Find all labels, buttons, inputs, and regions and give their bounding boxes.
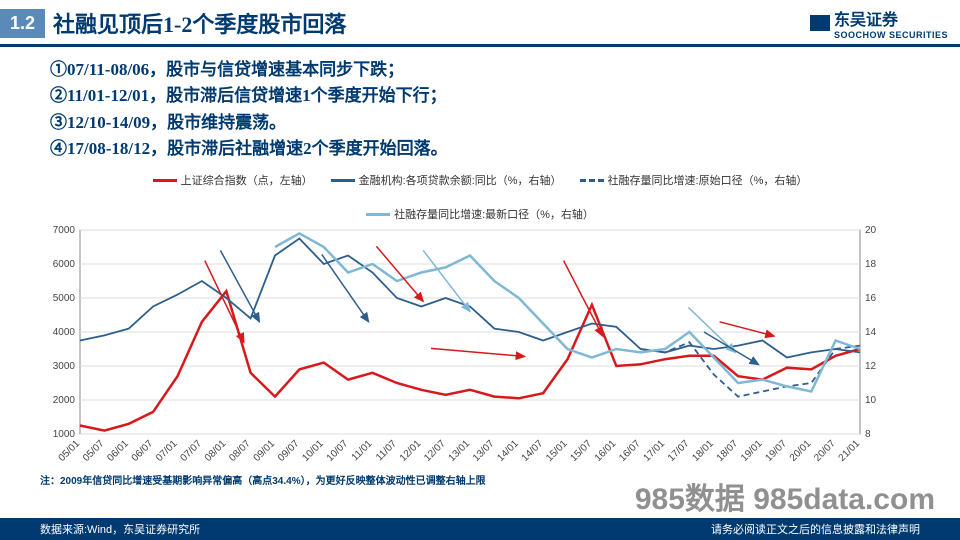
legend-label: 金融机构:各项贷款余额:同比（%，右轴）: [359, 172, 562, 188]
svg-text:7000: 7000: [53, 225, 76, 236]
svg-text:14/07: 14/07: [520, 438, 546, 464]
bullet-item: ②11/01-12/01，股市滞后信贷增速1个季度开始下行；: [50, 83, 920, 109]
svg-text:13/01: 13/01: [447, 438, 473, 464]
bullet-item: ③12/10-14/09，股市维持震荡。: [50, 110, 920, 136]
svg-text:07/01: 07/01: [154, 438, 180, 464]
svg-text:09/01: 09/01: [252, 438, 278, 464]
bullet-item: ①07/11-08/06，股市与信贷增速基本同步下跌；: [50, 57, 920, 83]
svg-text:5000: 5000: [53, 293, 76, 304]
svg-text:05/01: 05/01: [57, 438, 83, 464]
svg-text:16: 16: [865, 293, 877, 304]
svg-text:11/07: 11/07: [374, 438, 399, 463]
footer-disclaimer: 请务必阅读正文之后的信息披露和法律声明: [711, 521, 920, 537]
legend-swatch: [153, 179, 177, 182]
svg-text:14/01: 14/01: [495, 438, 521, 464]
svg-text:11/01: 11/01: [350, 438, 375, 463]
slide-footer: 数据来源:Wind，东吴证券研究所 请务必阅读正文之后的信息披露和法律声明: [0, 518, 960, 540]
logo-icon: [810, 15, 830, 31]
svg-text:09/07: 09/07: [276, 438, 302, 464]
svg-text:10/07: 10/07: [325, 438, 351, 464]
svg-text:18/07: 18/07: [715, 438, 741, 464]
svg-text:17/07: 17/07: [666, 438, 692, 464]
svg-text:15/01: 15/01: [544, 438, 570, 464]
svg-text:07/07: 07/07: [179, 438, 205, 464]
legend-label: 社融存量同比增速:最新口径（%，右轴）: [394, 206, 594, 222]
svg-text:12/01: 12/01: [398, 438, 424, 464]
chart-legend: 上证综合指数（点，左轴） 金融机构:各项贷款余额:同比（%，右轴） 社融存量同比增速…: [40, 170, 920, 224]
svg-text:18: 18: [865, 259, 877, 270]
svg-text:14: 14: [865, 327, 877, 338]
bullet-item: ④17/08-18/12，股市滞后社融增速2个季度开始回落。: [50, 136, 920, 162]
slide-header: 1.2 社融见顶后1-2个季度股市回落 东吴证券 SOOCHOW SECURIT…: [0, 0, 960, 47]
footer-source: 数据来源:Wind，东吴证券研究所: [40, 521, 200, 537]
legend-swatch: [366, 213, 390, 216]
svg-text:10: 10: [865, 395, 877, 406]
legend-label: 上证综合指数（点，左轴）: [181, 172, 313, 188]
section-number: 1.2: [0, 9, 45, 38]
svg-text:06/01: 06/01: [105, 438, 131, 464]
svg-text:18/01: 18/01: [690, 438, 716, 464]
chart-container: 上证综合指数（点，左轴） 金融机构:各项贷款余额:同比（%，右轴） 社融存量同比增速…: [40, 170, 920, 470]
svg-text:6000: 6000: [53, 259, 76, 270]
svg-text:20/01: 20/01: [788, 438, 814, 464]
svg-text:08/01: 08/01: [203, 438, 229, 464]
legend-item: 金融机构:各项贷款余额:同比（%，右轴）: [331, 172, 562, 188]
svg-text:08/07: 08/07: [227, 438, 253, 464]
svg-text:13/07: 13/07: [471, 438, 497, 464]
svg-text:15/07: 15/07: [569, 438, 595, 464]
svg-text:12: 12: [865, 361, 877, 372]
svg-text:19/07: 19/07: [764, 438, 790, 464]
svg-text:10/01: 10/01: [300, 438, 326, 464]
svg-text:20/07: 20/07: [812, 438, 838, 464]
svg-text:12/07: 12/07: [422, 438, 448, 464]
legend-item: 社融存量同比增速:最新口径（%，右轴）: [366, 206, 594, 222]
svg-text:4000: 4000: [53, 327, 76, 338]
legend-item: 社融存量同比增速:原始口径（%，右轴）: [580, 172, 808, 188]
svg-text:06/07: 06/07: [130, 438, 156, 464]
legend-item: 上证综合指数（点，左轴）: [153, 172, 313, 188]
svg-text:3000: 3000: [53, 361, 76, 372]
svg-text:05/07: 05/07: [81, 438, 107, 464]
legend-label: 社融存量同比增速:原始口径（%，右轴）: [608, 172, 808, 188]
logo-text: 东吴证券: [834, 12, 898, 29]
svg-text:16/07: 16/07: [617, 438, 643, 464]
svg-text:16/01: 16/01: [593, 438, 619, 464]
svg-text:17/01: 17/01: [642, 438, 668, 464]
legend-swatch: [331, 179, 355, 182]
svg-text:19/01: 19/01: [739, 438, 765, 464]
brand-logo: 东吴证券 SOOCHOW SECURITIES: [810, 6, 948, 40]
svg-text:1000: 1000: [53, 429, 76, 440]
logo-subtext: SOOCHOW SECURITIES: [834, 30, 948, 40]
svg-text:20: 20: [865, 225, 877, 236]
svg-text:2000: 2000: [53, 395, 76, 406]
bullet-list: ①07/11-08/06，股市与信贷增速基本同步下跌； ②11/01-12/01…: [0, 47, 960, 166]
slide-title: 社融见顶后1-2个季度股市回落: [53, 7, 810, 39]
legend-swatch: [580, 179, 604, 182]
line-chart: 1000 2000 3000 4000 5000 6000 7000 8 10 12 14 16 18 2…: [40, 224, 900, 474]
svg-text:8: 8: [865, 429, 871, 440]
svg-text:21/01: 21/01: [837, 438, 863, 464]
